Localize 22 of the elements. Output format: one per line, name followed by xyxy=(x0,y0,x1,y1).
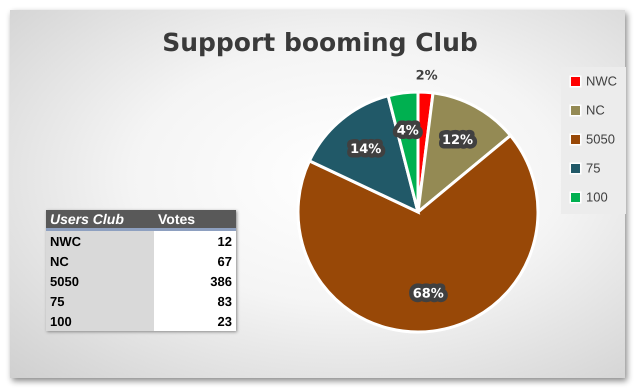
data-label: 12% xyxy=(442,133,474,148)
text: Votes xyxy=(154,210,236,230)
data-label: 68% xyxy=(412,286,444,302)
data-label: 23 xyxy=(154,311,236,331)
data-label: 14% xyxy=(350,142,382,157)
category-label: NC xyxy=(46,251,154,271)
chart-title: Support booming Club xyxy=(161,28,479,57)
legend-label: NC xyxy=(586,102,605,118)
data-label: 83 xyxy=(154,291,236,311)
category-label: 75 xyxy=(46,291,154,311)
category-label: NWC xyxy=(46,230,154,251)
data-label: 67 xyxy=(154,251,236,271)
data-label: 2% xyxy=(416,68,438,84)
data-label: 12 xyxy=(154,230,236,251)
data-label: 386 xyxy=(154,271,236,291)
legend-label: 100 xyxy=(586,190,608,204)
text: Users Club xyxy=(46,210,154,230)
legend-label: NWC xyxy=(586,74,618,88)
legend-label: 75 xyxy=(586,160,600,176)
legend-label: 5050 xyxy=(586,132,615,146)
category-label: 100 xyxy=(46,311,154,331)
category-label: 5050 xyxy=(46,271,154,291)
